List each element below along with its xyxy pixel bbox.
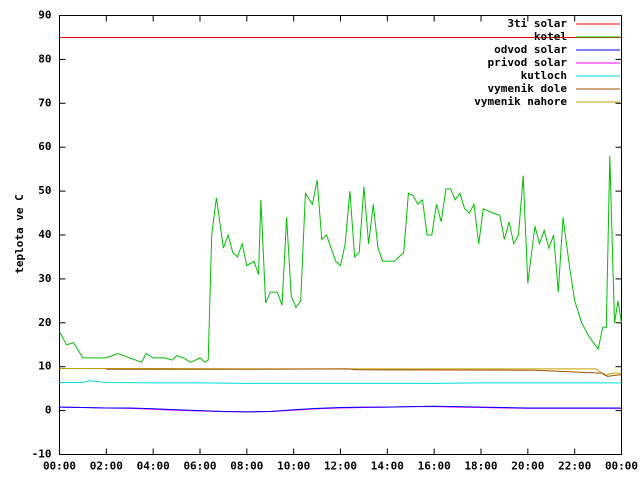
y-tick-label: 20: [38, 316, 51, 329]
x-tick-label: 14:00: [371, 460, 404, 473]
legend-label: vymenik nahore: [474, 95, 567, 108]
x-tick-label: 04:00: [137, 460, 170, 473]
y-tick-label: 30: [38, 272, 51, 285]
y-tick-label: 60: [38, 140, 51, 153]
y-tick-label: 90: [38, 9, 51, 22]
x-tick-label: 02:00: [90, 460, 123, 473]
legend-label: 3ti solar: [507, 17, 567, 30]
series-line: [59, 155, 622, 363]
legend-label: privod solar: [488, 56, 568, 69]
legend-label: odvod solar: [494, 43, 567, 56]
x-tick-label: 16:00: [418, 460, 451, 473]
y-tick-label: 0: [45, 404, 52, 417]
x-tick-label: 00:00: [43, 460, 76, 473]
series-line: [59, 380, 622, 384]
y-axis-label: teplota ve C: [13, 194, 26, 273]
y-tick-label: -10: [32, 448, 52, 461]
x-tick-label: 06:00: [183, 460, 216, 473]
series-line: [59, 405, 622, 413]
series-line: [106, 368, 622, 377]
y-tick-label: 50: [38, 184, 51, 197]
legend-label: kotel: [534, 30, 567, 43]
legend-label: vymenik dole: [488, 82, 568, 95]
x-tick-label: 08:00: [230, 460, 263, 473]
x-tick-label: 12:00: [324, 460, 357, 473]
x-tick-label: 18:00: [464, 460, 497, 473]
legend-label: kutloch: [521, 69, 567, 82]
y-tick-label: 80: [38, 52, 51, 65]
x-tick-label: 22:00: [558, 460, 591, 473]
series-line: [59, 368, 622, 377]
x-tick-label: 20:00: [511, 460, 544, 473]
y-tick-label: 70: [38, 96, 51, 109]
x-tick-label: 10:00: [277, 460, 310, 473]
y-tick-label: 40: [38, 228, 51, 241]
x-tick-label: 00:00: [605, 460, 638, 473]
y-tick-label: 10: [38, 360, 51, 373]
